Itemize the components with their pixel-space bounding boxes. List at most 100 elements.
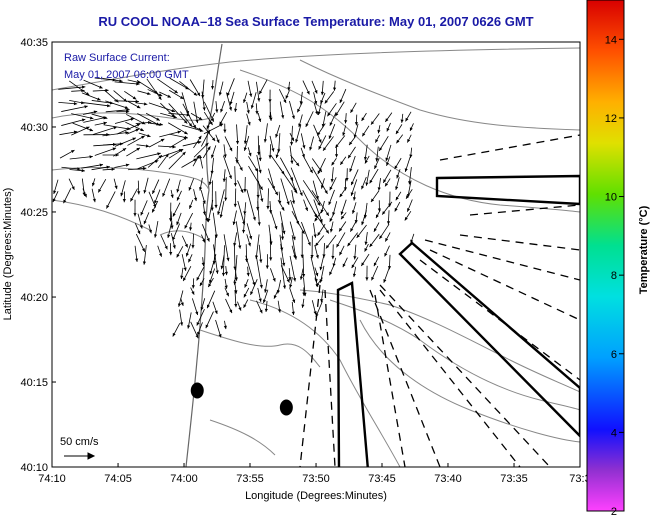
vector-arrow bbox=[409, 147, 413, 158]
vector-arrow bbox=[212, 301, 218, 315]
vector-arrow bbox=[395, 124, 403, 135]
colorbar bbox=[586, 0, 625, 512]
vector-arrow bbox=[302, 155, 313, 174]
vector-arrow bbox=[347, 232, 358, 247]
vector-arrow bbox=[386, 122, 391, 132]
vector-arrow bbox=[352, 266, 357, 278]
vector-arrow bbox=[385, 112, 393, 123]
vector-arrow bbox=[243, 202, 247, 215]
vector-arrow bbox=[289, 145, 294, 164]
vector-arrow bbox=[325, 234, 337, 249]
vector-arrow bbox=[71, 89, 85, 93]
vector-arrow bbox=[339, 88, 347, 104]
vector-arrow bbox=[313, 199, 323, 223]
vector-arrow bbox=[235, 221, 242, 249]
vector-arrow bbox=[280, 243, 286, 267]
vector-arrow bbox=[114, 117, 135, 124]
vector-arrow bbox=[329, 177, 337, 191]
vector-arrow bbox=[102, 167, 115, 171]
vector-arrow bbox=[262, 289, 269, 304]
vector-arrow bbox=[116, 110, 130, 114]
vector-arrow bbox=[82, 102, 111, 108]
vector-arrow bbox=[257, 180, 264, 202]
vector-arrow bbox=[69, 169, 85, 173]
vector-arrow bbox=[234, 290, 238, 308]
vector-arrow bbox=[114, 163, 130, 168]
bathy-contour-3 bbox=[249, 299, 401, 467]
track-box-2 bbox=[398, 241, 580, 438]
vector-arrow bbox=[200, 129, 211, 147]
vector-arrow bbox=[314, 244, 319, 259]
vector-arrow bbox=[300, 133, 306, 149]
vector-arrow bbox=[137, 90, 151, 96]
vector-arrow bbox=[394, 157, 402, 170]
vector-arrow bbox=[336, 232, 346, 248]
vector-arrow bbox=[242, 213, 246, 234]
vector-arrow bbox=[138, 132, 151, 138]
vector-arrow bbox=[334, 146, 339, 158]
vector-arrow bbox=[384, 178, 391, 187]
vector-arrow bbox=[296, 101, 303, 113]
vector-arrow bbox=[287, 81, 291, 91]
vector-arrow bbox=[191, 233, 195, 249]
vector-arrow bbox=[213, 244, 219, 274]
vector-arrow bbox=[246, 223, 253, 240]
vector-arrow bbox=[289, 277, 293, 288]
vector-arrow bbox=[384, 245, 390, 257]
vector-arrow bbox=[301, 221, 311, 246]
vector-arrow bbox=[151, 200, 159, 213]
vector-arrow bbox=[91, 165, 110, 171]
vector-arrow bbox=[192, 154, 200, 167]
vector-arrow bbox=[168, 148, 184, 159]
vector-arrow bbox=[349, 155, 356, 173]
vector-arrow bbox=[135, 102, 148, 106]
vector-arrow bbox=[180, 267, 184, 280]
track-box-1 bbox=[435, 174, 580, 206]
vector-arrow bbox=[361, 210, 367, 226]
vector-arrow bbox=[257, 201, 261, 226]
vector-arrow bbox=[256, 300, 263, 314]
vector-arrow bbox=[273, 289, 279, 299]
vector-arrow bbox=[170, 233, 176, 249]
bathy-contour-8 bbox=[209, 419, 276, 456]
vector-arrow bbox=[396, 134, 404, 144]
vector-arrow bbox=[126, 128, 140, 135]
vector-arrow bbox=[315, 277, 323, 287]
vector-arrow bbox=[315, 300, 323, 318]
vector-arrow bbox=[201, 234, 206, 243]
vector-arrow bbox=[352, 191, 357, 201]
x-tick-label: 74:10 bbox=[38, 473, 66, 485]
vector-arrow bbox=[353, 244, 357, 260]
vector-arrow bbox=[267, 177, 279, 196]
vector-arrow bbox=[218, 81, 224, 96]
track-dash-line bbox=[469, 204, 580, 216]
vector-arrow bbox=[122, 191, 126, 203]
vector-arrow bbox=[158, 145, 176, 149]
y-tick-label: 40:30 bbox=[20, 122, 48, 134]
vector-arrow bbox=[176, 179, 181, 193]
vector-arrow bbox=[319, 254, 325, 271]
vector-arrow bbox=[289, 132, 295, 142]
vector-arrow bbox=[102, 77, 123, 83]
harbor-contour bbox=[52, 47, 580, 91]
vector-arrow bbox=[400, 113, 404, 123]
vector-arrow bbox=[189, 222, 193, 231]
vector-arrow bbox=[382, 169, 392, 184]
vector-arrow bbox=[243, 287, 250, 298]
vector-arrow bbox=[313, 92, 318, 105]
vector-arrow bbox=[147, 89, 163, 97]
x-tick-label: 73:3 bbox=[569, 473, 590, 485]
vector-arrow bbox=[168, 151, 186, 170]
colorbar-tick-label: 14 bbox=[605, 34, 617, 46]
chart-title: RU COOL NOAA–18 Sea Surface Temperature:… bbox=[98, 14, 533, 29]
vector-arrow bbox=[124, 90, 137, 100]
x-tick-label: 74:05 bbox=[104, 473, 132, 485]
vector-arrow bbox=[288, 268, 292, 281]
vector-arrow bbox=[361, 176, 367, 190]
vector-arrow bbox=[187, 312, 192, 329]
vector-arrow bbox=[280, 222, 285, 240]
vector-arrow bbox=[234, 102, 238, 113]
vector-arrow bbox=[278, 89, 287, 104]
vector-arrow bbox=[324, 91, 335, 104]
vector-arrow bbox=[127, 135, 145, 146]
